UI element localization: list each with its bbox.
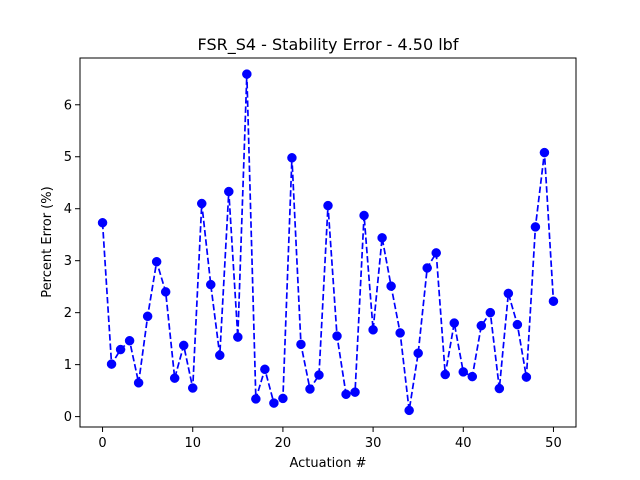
data-point	[341, 389, 351, 400]
data-point	[530, 222, 541, 232]
y-tick-label: 2	[64, 306, 72, 321]
y-tick-label: 0	[64, 410, 72, 425]
data-point	[178, 340, 189, 351]
y-axis-label: Percent Error (%)	[40, 186, 55, 297]
data-point	[124, 335, 135, 346]
data-point	[449, 318, 459, 328]
data-point	[377, 233, 387, 243]
y-tick-label: 3	[64, 254, 72, 269]
data-point	[503, 288, 514, 299]
plot-background	[80, 58, 576, 427]
data-point	[206, 279, 216, 290]
data-point	[422, 263, 432, 273]
data-point	[106, 359, 117, 369]
data-point	[476, 320, 487, 331]
data-point	[251, 394, 261, 404]
y-tick-label: 4	[64, 202, 72, 217]
y-tick-label: 6	[64, 98, 72, 113]
data-point	[314, 370, 324, 380]
data-point	[458, 367, 469, 377]
data-point	[133, 378, 144, 388]
data-point	[512, 319, 523, 330]
data-point	[539, 147, 550, 158]
y-tick-label: 1	[64, 358, 72, 373]
axes-layer: 0 10 20 30 40 50 0 1 2 3 4 5 6	[64, 57, 577, 451]
data-point	[440, 369, 450, 380]
data-point	[215, 350, 225, 361]
x-tick-label: 50	[545, 436, 562, 451]
data-point	[97, 218, 108, 228]
data-point	[404, 405, 414, 416]
series-layer	[97, 69, 559, 416]
data-point	[160, 287, 171, 297]
plot-area	[80, 58, 576, 427]
data-point	[431, 248, 441, 258]
y-tick-label: 5	[64, 150, 72, 165]
data-point	[242, 69, 252, 79]
data-point	[359, 210, 369, 221]
data-point	[287, 153, 297, 163]
data-point	[521, 372, 532, 382]
x-tick-label: 20	[275, 436, 292, 451]
x-tick-label: 10	[184, 436, 201, 451]
data-point	[413, 348, 423, 358]
data-point	[296, 339, 306, 350]
data-point	[197, 198, 207, 209]
data-point	[386, 281, 396, 291]
data-point	[494, 383, 505, 394]
x-tick-label: 0	[98, 436, 106, 451]
data-point	[233, 332, 243, 342]
data-point	[187, 383, 198, 393]
data-point	[115, 344, 126, 355]
data-point	[305, 384, 315, 394]
data-point	[350, 387, 360, 397]
data-point	[467, 371, 478, 382]
data-point	[269, 398, 279, 408]
x-axis-label: Actuation #	[289, 456, 366, 471]
data-point	[368, 325, 378, 335]
data-point	[260, 364, 270, 375]
data-point	[151, 256, 162, 267]
data-point	[548, 296, 559, 306]
data-point	[485, 307, 496, 318]
data-point	[278, 393, 288, 404]
data-point	[224, 186, 234, 197]
data-point	[323, 200, 333, 211]
data-point	[169, 373, 180, 383]
data-point	[332, 331, 342, 341]
x-tick-label: 40	[455, 436, 472, 451]
data-point	[142, 311, 153, 322]
chart-title: FSR_S4 - Stability Error - 4.50 lbf	[198, 35, 459, 55]
x-tick-label: 30	[365, 436, 382, 451]
plot-frame	[79, 57, 577, 428]
data-point	[395, 328, 405, 338]
